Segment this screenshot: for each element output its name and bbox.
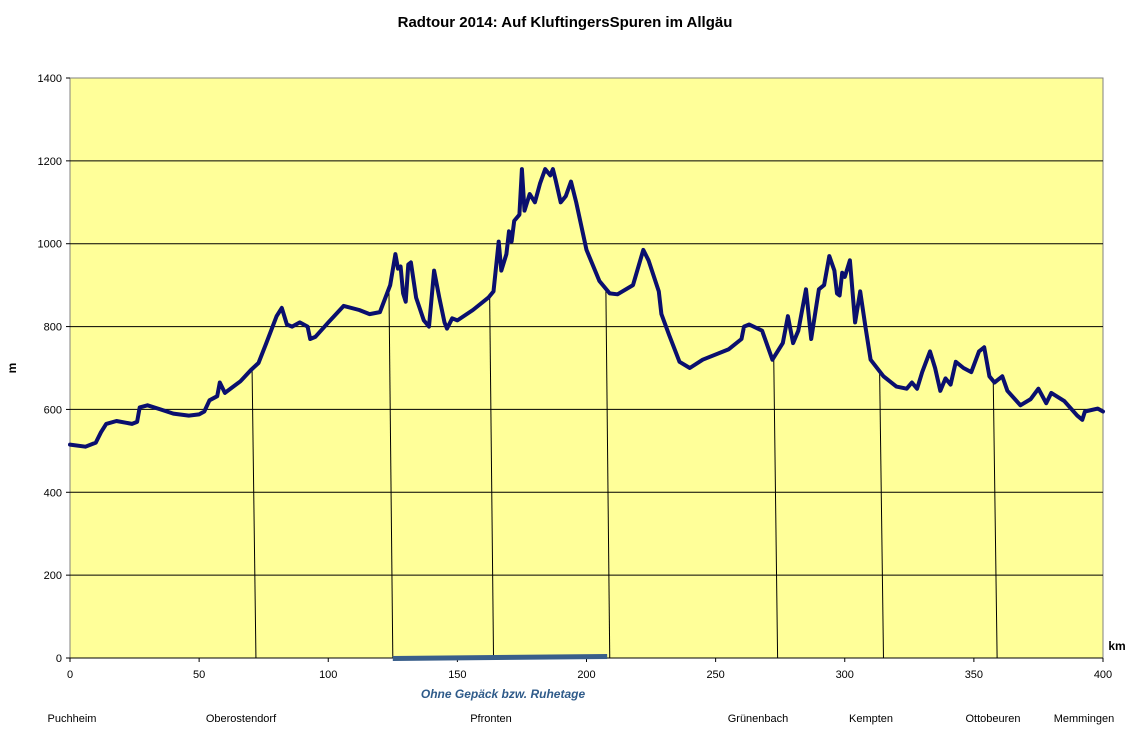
elevation-line xyxy=(68,167,1105,449)
y-axis-label: m xyxy=(5,363,19,374)
x-tick-label: 350 xyxy=(965,669,983,681)
y-axis-ticks: 0 200 400 600 800 1000 1200 1400 xyxy=(38,73,70,665)
chart-title: Radtour 2014: Auf KluftingersSpuren im A… xyxy=(398,14,733,31)
stage-marker-line xyxy=(605,288,611,659)
y-tick-label: 1200 xyxy=(38,156,62,168)
stage-marker-line xyxy=(879,371,884,659)
x-tick-label: 0 xyxy=(67,669,73,681)
y-tick-label: 200 xyxy=(44,570,62,582)
place-label: Kempten xyxy=(849,713,893,725)
y-tick-label: 1400 xyxy=(38,73,62,85)
place-label: Pfronten xyxy=(470,713,512,725)
y-tick-label: 0 xyxy=(56,653,62,665)
x-tick-label: 250 xyxy=(706,669,724,681)
place-label: Memmingen xyxy=(1054,713,1115,725)
y-tick-label: 800 xyxy=(44,322,62,334)
place-label: Puchheim xyxy=(48,713,97,725)
y-tick-label: 400 xyxy=(44,487,62,499)
stage-marker-line xyxy=(251,368,257,659)
x-tick-label: 150 xyxy=(448,669,466,681)
stage-markers xyxy=(251,288,998,659)
x-tick-label: 100 xyxy=(319,669,337,681)
stage-marker-line xyxy=(773,357,779,659)
x-axis-ticks: 0 50 100 150 200 250 300 350 400 xyxy=(67,657,1112,681)
stage-marker-line xyxy=(992,380,998,659)
x-axis-label: km xyxy=(1108,639,1125,653)
y-tick-label: 1000 xyxy=(38,239,62,251)
x-tick-label: 200 xyxy=(577,669,595,681)
stage-marker-line xyxy=(388,288,394,659)
place-label: Ottobeuren xyxy=(965,713,1020,725)
x-tick-label: 50 xyxy=(193,669,205,681)
plot-area xyxy=(69,77,1104,659)
stage-marker-line xyxy=(489,296,495,659)
place-label: Grünenbach xyxy=(728,713,789,725)
rest-days-label: Ohne Gepäck bzw. Ruhetage xyxy=(421,687,586,701)
x-tick-label: 400 xyxy=(1094,669,1112,681)
x-tick-label: 300 xyxy=(836,669,854,681)
place-label: Oberostendorf xyxy=(206,713,277,725)
place-labels: Puchheim Oberostendorf Pfronten Grünenba… xyxy=(48,713,1115,725)
rest-days-bar xyxy=(392,654,608,661)
y-tick-label: 600 xyxy=(44,404,62,416)
